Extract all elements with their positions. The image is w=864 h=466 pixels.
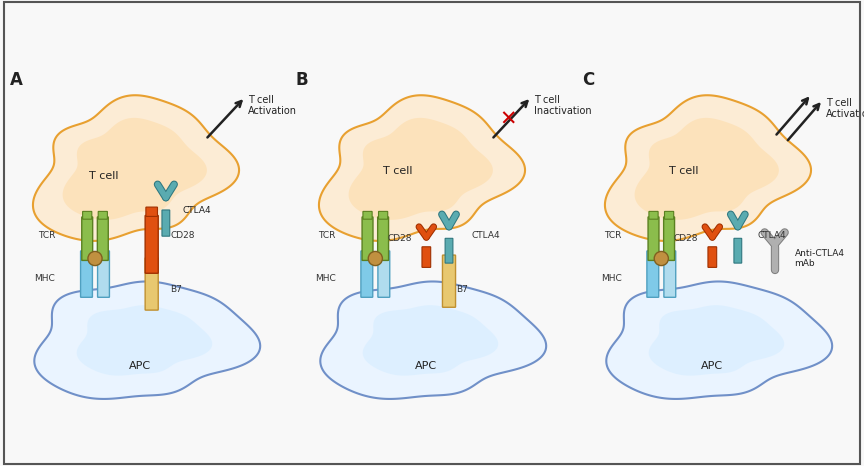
FancyBboxPatch shape [362, 217, 373, 260]
FancyBboxPatch shape [445, 238, 453, 263]
Text: CTLA4: CTLA4 [183, 206, 212, 215]
Text: C: C [582, 71, 594, 89]
Text: MHC: MHC [35, 274, 55, 283]
Polygon shape [33, 95, 239, 241]
FancyBboxPatch shape [80, 251, 92, 297]
Polygon shape [319, 95, 525, 241]
Polygon shape [649, 305, 785, 376]
Text: TCR: TCR [318, 231, 335, 240]
FancyBboxPatch shape [649, 212, 658, 219]
FancyBboxPatch shape [83, 212, 92, 219]
FancyBboxPatch shape [98, 212, 107, 219]
Text: B: B [296, 71, 308, 89]
FancyBboxPatch shape [664, 212, 674, 219]
FancyBboxPatch shape [361, 251, 372, 297]
Polygon shape [605, 95, 811, 241]
Text: APC: APC [130, 361, 151, 371]
FancyBboxPatch shape [378, 212, 388, 219]
Polygon shape [634, 118, 778, 220]
Text: T cell
Inactivation: T cell Inactivation [534, 95, 592, 116]
Text: CD28: CD28 [170, 231, 194, 240]
Polygon shape [363, 305, 499, 376]
FancyBboxPatch shape [82, 217, 92, 260]
Circle shape [654, 252, 669, 266]
FancyBboxPatch shape [145, 258, 158, 310]
Text: ✕: ✕ [499, 110, 518, 130]
FancyBboxPatch shape [363, 212, 372, 219]
Text: B7: B7 [456, 285, 468, 294]
Polygon shape [35, 281, 260, 399]
Polygon shape [62, 118, 206, 220]
FancyBboxPatch shape [378, 251, 390, 297]
Circle shape [88, 252, 102, 266]
Text: T cell: T cell [670, 165, 699, 176]
FancyBboxPatch shape [162, 210, 169, 236]
Text: APC: APC [702, 361, 723, 371]
Text: MHC: MHC [600, 274, 621, 283]
Text: CD28: CD28 [388, 234, 412, 243]
Text: CTLA4: CTLA4 [472, 231, 500, 240]
Text: T cell
Activation: T cell Activation [248, 95, 297, 116]
Text: A: A [10, 71, 22, 89]
Text: T cell: T cell [384, 165, 413, 176]
Polygon shape [321, 281, 546, 399]
Polygon shape [348, 118, 492, 220]
Text: CD28: CD28 [674, 234, 698, 243]
Text: TCR: TCR [604, 231, 621, 240]
FancyBboxPatch shape [647, 251, 658, 297]
Circle shape [368, 252, 383, 266]
FancyBboxPatch shape [664, 217, 675, 260]
Text: APC: APC [416, 361, 437, 371]
FancyBboxPatch shape [708, 247, 716, 267]
FancyBboxPatch shape [664, 251, 676, 297]
FancyBboxPatch shape [442, 255, 455, 307]
Text: B7: B7 [170, 285, 182, 294]
FancyBboxPatch shape [146, 207, 157, 216]
FancyBboxPatch shape [98, 251, 110, 297]
FancyBboxPatch shape [422, 247, 430, 267]
Polygon shape [77, 305, 213, 376]
FancyBboxPatch shape [734, 238, 741, 263]
Polygon shape [607, 281, 832, 399]
Text: Anti-CTLA4
mAb: Anti-CTLA4 mAb [795, 249, 844, 268]
Text: T cell
Activation: T cell Activation [826, 97, 864, 119]
FancyBboxPatch shape [145, 215, 158, 273]
Text: TCR: TCR [38, 231, 55, 240]
Text: MHC: MHC [314, 274, 335, 283]
Text: T cell: T cell [89, 171, 118, 181]
FancyBboxPatch shape [378, 217, 389, 260]
FancyBboxPatch shape [98, 217, 108, 260]
Text: CTLA4: CTLA4 [758, 231, 786, 240]
FancyBboxPatch shape [648, 217, 659, 260]
